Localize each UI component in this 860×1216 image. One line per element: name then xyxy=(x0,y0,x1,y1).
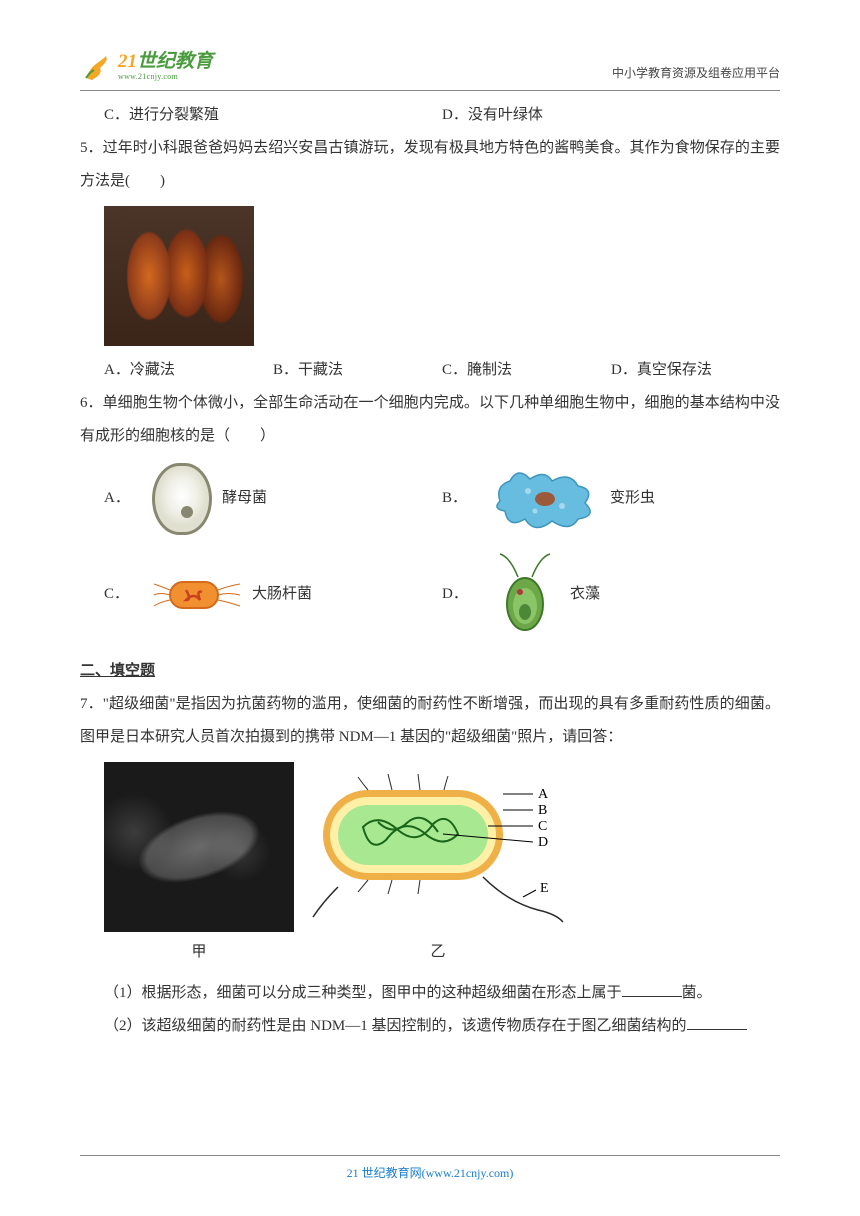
page-header: 21世纪教育 www.21cnjy.com 中小学教育资源及组卷应用平台 xyxy=(80,50,780,91)
q7-sub2-text: （2）该超级细菌的耐药性是由 NDM—1 基因控制的，该遗传物质存在于图乙细菌结… xyxy=(104,1018,687,1034)
svg-text:A: A xyxy=(538,787,549,802)
chlorella-icon xyxy=(490,552,560,637)
section-2-title: 二、填空题 xyxy=(80,655,780,688)
yeast-icon xyxy=(142,463,222,535)
ecoli-icon xyxy=(152,570,242,620)
page-footer: 21 世纪教育网(www.21cnjy.com) xyxy=(80,1155,780,1186)
q6-b-name: 变形虫 xyxy=(610,482,655,515)
svg-text:B: B xyxy=(538,803,547,818)
logo-runner-icon xyxy=(80,50,114,84)
q5-option-b: B．干藏法 xyxy=(273,354,442,387)
q7-yi-diagram: A B C D E xyxy=(308,762,568,932)
q7-sub1: （1）根据形态，细菌可以分成三种类型，图甲中的这种超级细菌在形态上属于 菌。 xyxy=(80,977,780,1010)
q7-body: "超级细菌"是指因为抗菌药物的滥用，使细菌的耐药性不断增强，而出现的具有多重耐药… xyxy=(80,696,780,745)
q6-number: 6． xyxy=(80,395,103,411)
q7-sub1-tail: 菌。 xyxy=(682,985,712,1001)
q6-c-letter: C． xyxy=(104,578,138,611)
q7-number: 7． xyxy=(80,696,103,712)
q7-text: 7．"超级细菌"是指因为抗菌药物的滥用，使细菌的耐药性不断增强，而出现的具有多重… xyxy=(80,688,780,754)
q7-sub2: （2）该超级细菌的耐药性是由 NDM—1 基因控制的，该遗传物质存在于图乙细菌结… xyxy=(80,1010,780,1043)
q5-number: 5． xyxy=(80,140,103,156)
logo-text: 21世纪教育 www.21cnjy.com xyxy=(118,52,213,82)
q7-yi-caption: 乙 xyxy=(430,936,445,969)
footer-text: 21 世纪教育网(www.21cnjy.com) xyxy=(347,1166,514,1180)
q7-sub2-blank[interactable] xyxy=(687,1015,747,1030)
q7-sub1-blank[interactable] xyxy=(622,982,682,997)
q7-sub1-text: （1）根据形态，细菌可以分成三种类型，图甲中的这种超级细菌在形态上属于 xyxy=(104,985,622,1001)
logo: 21世纪教育 www.21cnjy.com xyxy=(80,50,213,84)
q5-body: 过年时小科跟爸爸妈妈去绍兴安昌古镇游玩，发现有极具地方特色的酱鸭美食。其作为食物… xyxy=(80,140,780,189)
q6-option-c: C． 大肠杆菌 xyxy=(104,570,442,620)
q7-fig-yi: A B C D E 乙 xyxy=(308,762,568,969)
q5-text: 5．过年时小科跟爸爸妈妈去绍兴安昌古镇游玩，发现有极具地方特色的酱鸭美食。其作为… xyxy=(80,132,780,198)
q6-c-name: 大肠杆菌 xyxy=(252,578,312,611)
q6-text: 6．单细胞生物个体微小，全部生命活动在一个细胞内完成。以下几种单细胞生物中，细胞… xyxy=(80,387,780,453)
q6-row-ab: A． 酵母菌 B． 变形虫 xyxy=(80,453,780,544)
q4-options-cd: C．进行分裂繁殖 D．没有叶绿体 xyxy=(80,99,780,132)
q4-option-d: D．没有叶绿体 xyxy=(442,99,780,132)
q6-a-letter: A． xyxy=(104,482,138,515)
q7-fig-jia: 甲 xyxy=(104,762,294,969)
q6-d-name: 衣藻 xyxy=(570,578,600,611)
q7-jia-image xyxy=(104,762,294,932)
q6-d-letter: D． xyxy=(442,578,476,611)
q5-options: A．冷藏法 B．干藏法 C．腌制法 D．真空保存法 xyxy=(80,354,780,387)
content: C．进行分裂繁殖 D．没有叶绿体 5．过年时小科跟爸爸妈妈去绍兴安昌古镇游玩，发… xyxy=(80,99,780,1043)
q6-body: 单细胞生物个体微小，全部生命活动在一个细胞内完成。以下几种单细胞生物中，细胞的基… xyxy=(80,395,780,444)
amoeba-icon xyxy=(490,461,600,536)
logo-url: www.21cnjy.com xyxy=(118,73,213,82)
svg-text:E: E xyxy=(540,881,549,896)
header-right-text: 中小学教育资源及组卷应用平台 xyxy=(612,50,780,86)
q7-jia-caption: 甲 xyxy=(191,936,206,969)
svg-text:C: C xyxy=(538,819,547,834)
q6-a-name: 酵母菌 xyxy=(222,482,267,515)
q5-image-duck xyxy=(104,206,254,346)
q5-option-c: C．腌制法 xyxy=(442,354,611,387)
q5-option-a: A．冷藏法 xyxy=(104,354,273,387)
q4-option-c: C．进行分裂繁殖 xyxy=(104,99,442,132)
q6-option-a: A． 酵母菌 xyxy=(104,463,442,535)
q6-row-cd: C． 大肠杆菌 D． xyxy=(80,544,780,645)
q6-option-d: D． 衣藻 xyxy=(442,552,780,637)
q5-option-d: D．真空保存法 xyxy=(611,354,780,387)
q6-option-b: B． 变形虫 xyxy=(442,461,780,536)
logo-main-text: 21世纪教育 xyxy=(118,52,213,73)
q7-figures: 甲 xyxy=(104,762,780,969)
q6-b-letter: B． xyxy=(442,482,476,515)
svg-text:D: D xyxy=(538,835,548,850)
